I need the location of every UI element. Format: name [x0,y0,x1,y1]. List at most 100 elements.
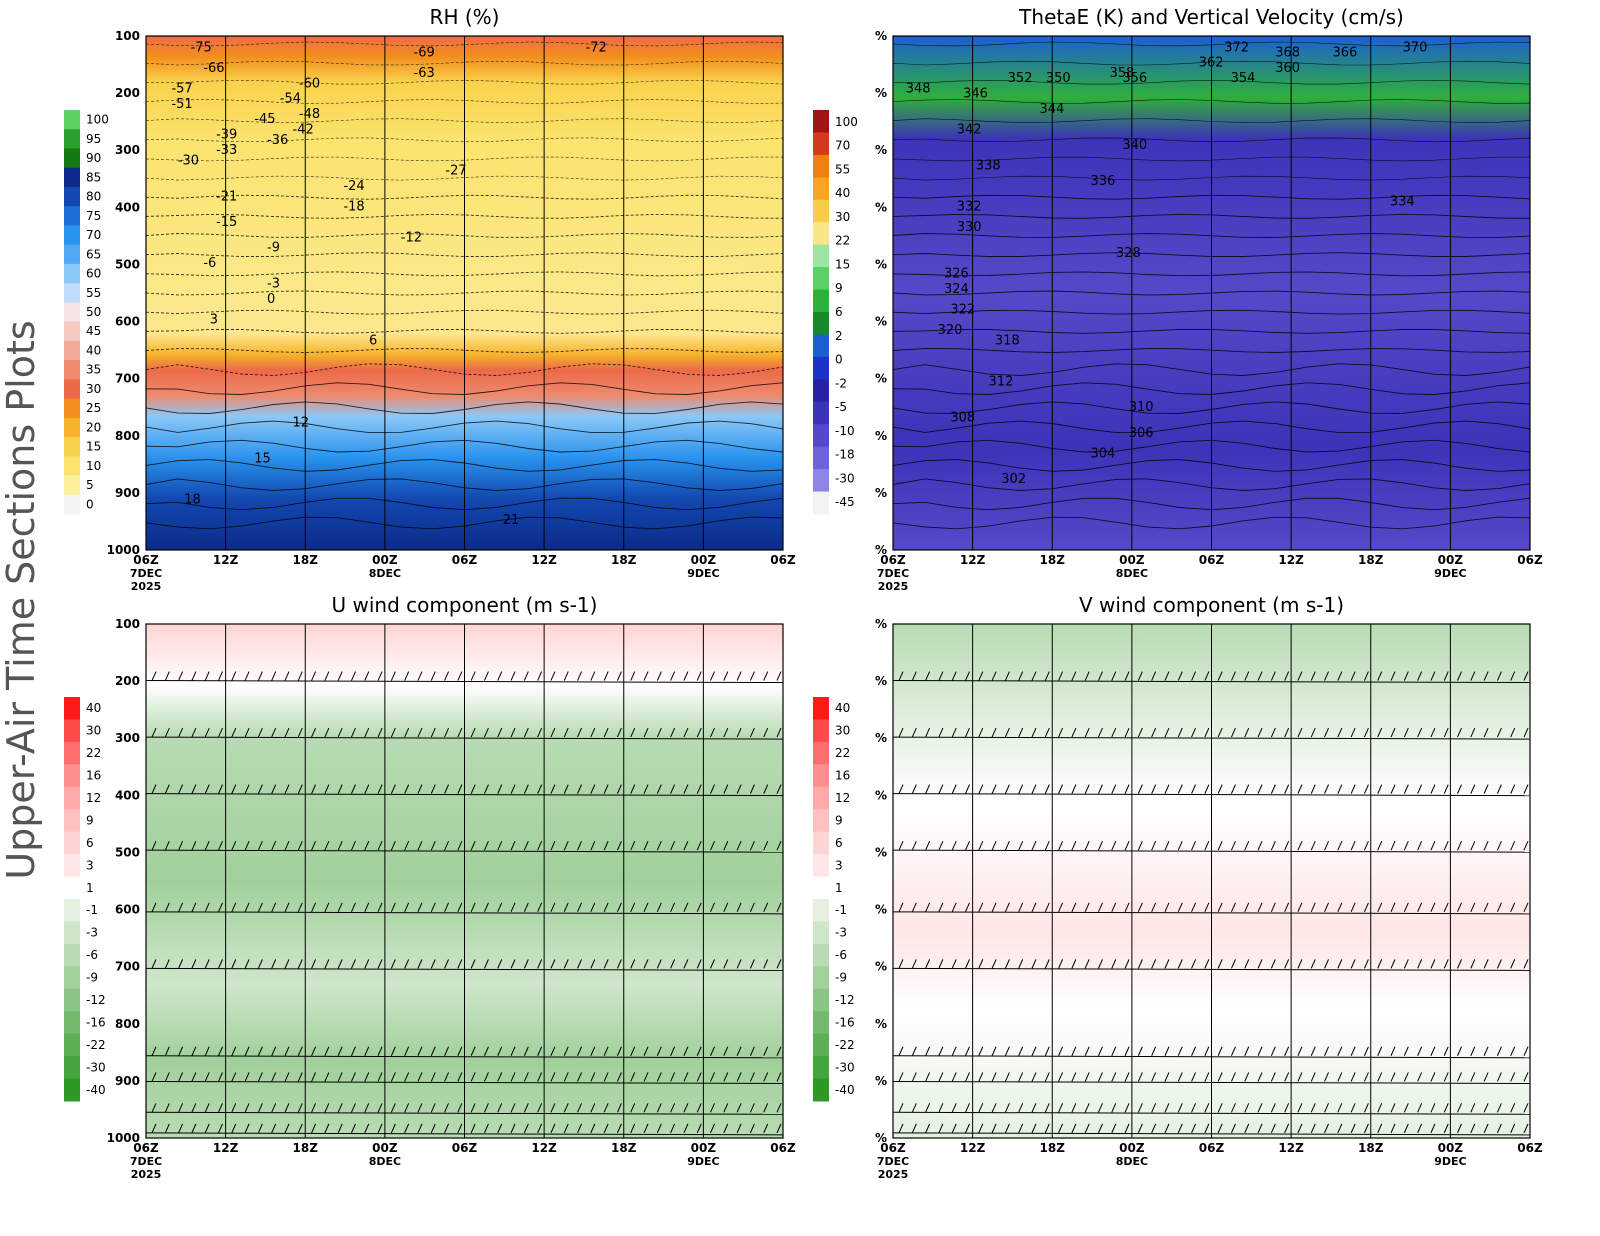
colorbar-label: 10 [86,459,101,473]
wind-barb [991,1103,997,1113]
y-tick-label: 100 [115,29,140,43]
wind-barb [1151,840,1157,851]
wind-barb [231,727,237,738]
wind-barb [965,727,970,738]
contour-label: 326 [944,266,969,281]
wind-barb [364,1072,370,1082]
wind-barb [1297,671,1303,681]
colorbar-swatch [813,401,829,425]
wind-barb [324,671,330,681]
wind-barb [1350,959,1356,969]
colorbar-swatch [813,943,829,967]
wind-barb [1284,1103,1290,1113]
wind-barb [978,784,984,794]
colorbar-label: 95 [86,132,101,146]
panel-title: V wind component (m s-1) [1079,593,1344,617]
x-year-label: 2025 [878,1168,909,1181]
wind-barb [1363,784,1369,794]
wind-barb [244,784,250,794]
wind-barb [1164,1072,1170,1082]
wind-barb [364,959,370,969]
wind-barb [1111,784,1117,794]
wind-barb [577,1072,582,1082]
colorbar-swatch [64,244,80,265]
wind-barb [537,727,543,738]
contour-label: -69 [414,45,435,60]
colorbar-swatch [813,267,829,291]
wind-barb [444,902,450,913]
wind-barb [911,1123,917,1134]
wind-barb [1191,1103,1197,1113]
wind-barb [710,1123,715,1134]
colorbar-label: -1 [86,903,98,917]
colorbar-swatch [813,741,829,765]
wind-barb [1257,784,1263,794]
wind-barb [1350,1072,1356,1082]
wind-barb [590,902,596,913]
wind-barb [643,784,649,794]
wind-barb [377,1072,383,1082]
wind-barb [1390,902,1396,913]
wind-barb [1217,1072,1223,1082]
wind-barb [898,1072,904,1082]
wind-barb [311,1072,317,1082]
wind-barb [417,1046,423,1056]
colorbar-label: -12 [835,993,855,1007]
wind-barb [470,671,476,681]
wind-barb [683,1046,689,1056]
wind-barb [965,1123,970,1134]
wind-barb [670,1072,676,1082]
wind-barb [1230,1072,1236,1082]
wind-barb [311,1046,317,1056]
contour-label: -33 [216,143,237,158]
wind-barb [1470,727,1476,738]
wind-barb [151,1103,157,1113]
wind-barb [337,784,343,794]
wind-barb [390,727,396,738]
wind-barb [643,671,649,681]
wind-barb [563,1123,569,1134]
wind-barb [1496,727,1502,738]
colorbar-swatch [64,110,80,130]
wind-barb [483,671,489,681]
wind-barb [736,671,742,681]
colorbar-label: 16 [86,769,101,783]
wind-barb [311,727,317,738]
wind-barb [683,1072,689,1082]
wind-barb [1443,1072,1449,1082]
x-tick-label: 18Z [293,1141,319,1155]
wind-barb [1390,959,1396,969]
wind-barb [204,1072,210,1082]
wind-barb [1204,671,1210,681]
x-date-label: 9DEC [687,1155,719,1168]
x-tick-label: 18Z [1040,553,1066,567]
contour-label: 310 [1129,400,1154,415]
wind-barb [550,840,556,851]
contour-label: -15 [216,215,237,230]
contour-label: -18 [343,200,364,215]
wind-barb [630,902,636,913]
wind-barb [1417,727,1423,738]
wind-barb [1457,1123,1462,1134]
wind-barb [1510,784,1516,794]
wind-barb [1523,1072,1529,1082]
wind-barb [430,1123,436,1134]
wind-barb [696,727,702,738]
colorbar-swatch [64,1056,80,1080]
wind-barb [1058,671,1064,681]
wind-barb [151,1072,157,1082]
wind-barb [1191,902,1197,913]
wind-barb [1363,671,1369,681]
colorbar-label: 0 [835,353,843,367]
wind-barb [1098,959,1103,969]
wind-barb [630,1123,636,1134]
wind-barb [1350,1046,1356,1056]
wind-barb [191,1123,197,1134]
wind-barb [1310,959,1316,969]
wind-barb [284,671,290,681]
colorbar-label: -18 [835,448,855,462]
contour-label: 332 [957,200,982,215]
wind-barb [749,959,755,969]
wind-barb [1470,840,1476,851]
wind-barb [991,1123,997,1134]
